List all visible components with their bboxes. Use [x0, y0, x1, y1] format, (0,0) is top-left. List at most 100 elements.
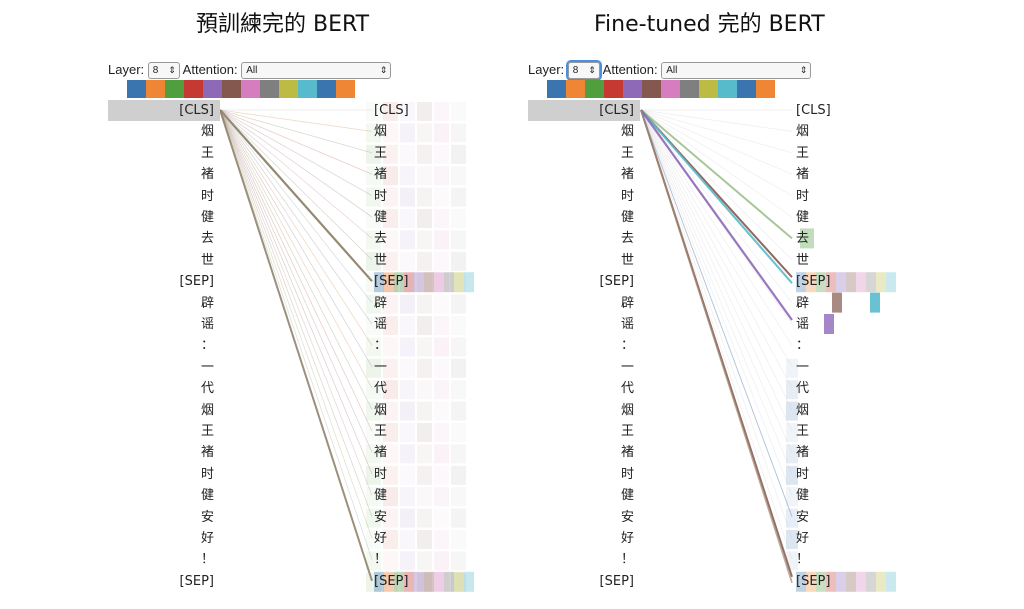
- right-token[interactable]: 辟: [796, 295, 810, 311]
- left-token[interactable]: 去: [200, 231, 214, 247]
- right-token[interactable]: [SEP]: [796, 274, 831, 290]
- left-token[interactable]: 烟: [200, 402, 214, 418]
- right-token[interactable]: [SEP]: [374, 274, 409, 290]
- right-token[interactable]: 烟: [796, 402, 810, 418]
- right-token[interactable]: 代: [374, 381, 388, 397]
- head-swatch-9[interactable]: [718, 80, 737, 98]
- left-token[interactable]: 时: [620, 466, 634, 482]
- left-token[interactable]: 安: [620, 509, 634, 525]
- right-token[interactable]: 安: [796, 509, 810, 525]
- attention-select[interactable]: All ⇕: [661, 62, 812, 80]
- right-token[interactable]: 健: [796, 210, 810, 225]
- left-token[interactable]: 烟: [620, 124, 634, 140]
- attention-select[interactable]: All ⇕: [241, 62, 392, 80]
- left-token[interactable]: 健: [620, 210, 634, 225]
- right-token[interactable]: 褚: [374, 445, 388, 461]
- left-token[interactable]: ：: [620, 338, 634, 354]
- head-swatch-6[interactable]: [661, 80, 680, 98]
- head-swatch-5[interactable]: [642, 80, 661, 98]
- right-token[interactable]: 王: [796, 145, 810, 161]
- right-token[interactable]: 健: [374, 488, 388, 504]
- right-token[interactable]: 褚: [796, 445, 810, 461]
- left-token[interactable]: 王: [620, 145, 634, 161]
- left-token[interactable]: 褚: [620, 445, 634, 461]
- right-token[interactable]: 谣: [796, 317, 810, 332]
- left-token[interactable]: 时: [200, 188, 214, 204]
- head-swatch-3[interactable]: [184, 80, 203, 98]
- right-token[interactable]: [CLS]: [374, 103, 409, 118]
- left-token[interactable]: 好: [620, 531, 634, 546]
- head-swatch-10[interactable]: [737, 80, 756, 98]
- layer-select[interactable]: 8 ⇕: [147, 62, 180, 80]
- right-token[interactable]: 好: [796, 531, 810, 546]
- left-token[interactable]: 辟: [620, 295, 634, 311]
- right-token[interactable]: 健: [374, 210, 388, 225]
- left-token[interactable]: 代: [200, 381, 214, 397]
- right-token[interactable]: [CLS]: [796, 103, 831, 118]
- right-token[interactable]: [SEP]: [796, 573, 831, 589]
- right-token[interactable]: 谣: [374, 317, 388, 332]
- head-swatch-2[interactable]: [585, 80, 604, 98]
- right-token[interactable]: 一: [796, 359, 810, 375]
- right-token[interactable]: 烟: [796, 124, 810, 140]
- head-color-swatches[interactable]: [127, 80, 355, 98]
- left-token[interactable]: 辟: [200, 295, 214, 311]
- left-token[interactable]: 安: [200, 509, 214, 525]
- left-token[interactable]: 一: [620, 359, 634, 375]
- left-token[interactable]: [CLS]: [108, 100, 220, 121]
- left-token[interactable]: 王: [200, 424, 214, 439]
- head-swatch-7[interactable]: [680, 80, 699, 98]
- right-token[interactable]: 好: [374, 531, 388, 546]
- left-token[interactable]: 健: [200, 210, 214, 225]
- left-token[interactable]: 世: [620, 252, 634, 268]
- left-token[interactable]: 健: [620, 488, 634, 504]
- head-swatch-0[interactable]: [547, 80, 566, 98]
- head-swatch-8[interactable]: [699, 80, 718, 98]
- left-token[interactable]: 时: [620, 188, 634, 204]
- right-token[interactable]: 王: [374, 424, 388, 439]
- head-swatch-1[interactable]: [146, 80, 165, 98]
- left-token[interactable]: 褚: [200, 167, 214, 183]
- left-token[interactable]: 褚: [620, 167, 634, 183]
- left-token[interactable]: 烟: [620, 402, 634, 418]
- left-token[interactable]: 一: [200, 359, 214, 375]
- left-token[interactable]: 健: [200, 488, 214, 504]
- head-swatch-6[interactable]: [241, 80, 260, 98]
- left-token[interactable]: 世: [200, 252, 214, 268]
- left-token[interactable]: ！: [620, 552, 634, 568]
- right-token[interactable]: ！: [374, 552, 388, 568]
- right-token[interactable]: 时: [374, 466, 388, 482]
- head-color-swatches[interactable]: [547, 80, 775, 98]
- right-token[interactable]: 健: [796, 488, 810, 504]
- right-token[interactable]: 安: [374, 509, 388, 525]
- left-token[interactable]: [SEP]: [599, 274, 634, 290]
- right-token[interactable]: 王: [796, 424, 810, 439]
- right-token[interactable]: 烟: [374, 402, 388, 418]
- right-token[interactable]: 世: [796, 252, 810, 268]
- head-swatch-4[interactable]: [203, 80, 222, 98]
- head-swatch-11[interactable]: [336, 80, 355, 98]
- left-token[interactable]: 好: [200, 531, 214, 546]
- left-token[interactable]: 烟: [200, 124, 214, 140]
- right-token[interactable]: 烟: [374, 124, 388, 140]
- head-swatch-8[interactable]: [279, 80, 298, 98]
- right-token[interactable]: 去: [374, 231, 388, 247]
- right-token[interactable]: 时: [796, 188, 810, 204]
- left-token[interactable]: ：: [200, 338, 214, 354]
- right-token[interactable]: 代: [796, 381, 810, 397]
- head-swatch-9[interactable]: [298, 80, 317, 98]
- right-token[interactable]: 一: [374, 359, 388, 375]
- right-token[interactable]: 辟: [374, 295, 388, 311]
- head-swatch-11[interactable]: [756, 80, 775, 98]
- head-swatch-0[interactable]: [127, 80, 146, 98]
- left-token[interactable]: [SEP]: [599, 573, 634, 589]
- right-token[interactable]: ：: [374, 338, 388, 354]
- head-swatch-2[interactable]: [165, 80, 184, 98]
- left-token[interactable]: ！: [200, 552, 214, 568]
- right-token[interactable]: 时: [796, 466, 810, 482]
- head-swatch-3[interactable]: [604, 80, 623, 98]
- left-token[interactable]: 代: [620, 381, 634, 397]
- head-swatch-5[interactable]: [222, 80, 241, 98]
- left-token[interactable]: 王: [620, 424, 634, 439]
- left-token[interactable]: [SEP]: [179, 274, 214, 290]
